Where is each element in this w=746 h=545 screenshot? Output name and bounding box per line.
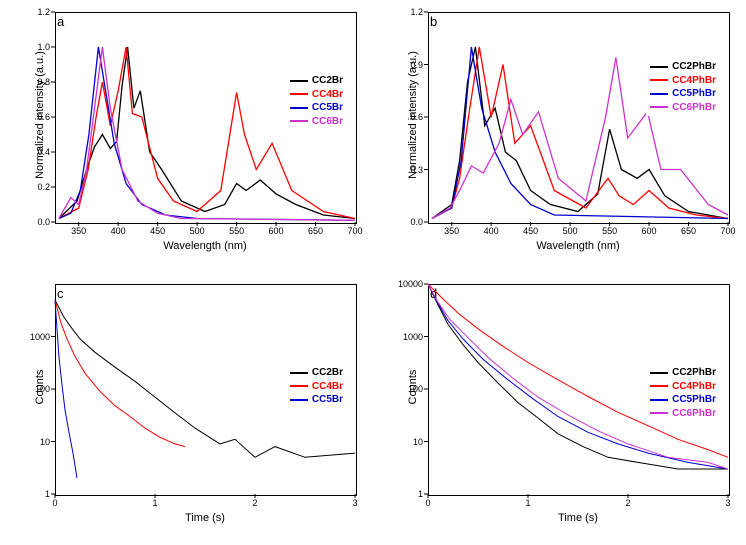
legend-c: CC2BrCC4BrCC5Br — [286, 364, 347, 409]
chart-svg-b — [428, 12, 728, 222]
legend-swatch — [290, 372, 308, 374]
ytick-label: 0.0 — [37, 217, 50, 227]
panel-a: a3504004505005506006507000.00.20.40.60.8… — [0, 0, 373, 272]
ytick-label: 1.2 — [37, 7, 50, 17]
xtick-label: 0 — [52, 498, 57, 508]
ytick-label: 1 — [418, 489, 423, 499]
legend-swatch — [290, 93, 308, 95]
legend-label: CC4Br — [312, 88, 343, 102]
xlabel-d: Time (s) — [428, 512, 728, 524]
legend-swatch — [290, 399, 308, 401]
xlabel-c: Time (s) — [55, 512, 355, 524]
panel-c: c01231101001000CountsTime (s)CC2BrCC4BrC… — [0, 272, 373, 545]
xtick-label: 600 — [642, 226, 657, 236]
ylabel-b: Normalized intensity (a.u.) — [407, 35, 419, 195]
legend-swatch — [290, 107, 308, 109]
legend-item: CC6Br — [290, 115, 343, 129]
ylabel-c: Counts — [34, 307, 46, 467]
xlabel-a: Wavelength (nm) — [55, 240, 355, 252]
legend-item: CC4Br — [290, 380, 343, 394]
xtick-label: 1 — [152, 498, 157, 508]
legend-swatch — [650, 372, 668, 374]
legend-label: CC2Br — [312, 366, 343, 380]
xtick-label: 400 — [111, 226, 126, 236]
legend-item: CC5Br — [290, 101, 343, 115]
legend-swatch — [650, 399, 668, 401]
legend-item: CC2Br — [290, 74, 343, 88]
xtick-label: 350 — [71, 226, 86, 236]
xtick-label: 450 — [150, 226, 165, 236]
xtick-label: 500 — [190, 226, 205, 236]
legend-swatch — [290, 120, 308, 122]
legend-item: CC6PhBr — [650, 407, 716, 421]
legend-swatch — [650, 106, 668, 108]
xtick-label: 350 — [444, 226, 459, 236]
panel-b: b3504004505005506006507000.00.30.60.91.2… — [373, 0, 746, 272]
legend-item: CC2PhBr — [650, 366, 716, 380]
xtick-label: 650 — [681, 226, 696, 236]
ytick-label: 1.2 — [410, 7, 423, 17]
legend-label: CC2Br — [312, 74, 343, 88]
xtick-label: 3 — [352, 498, 357, 508]
legend-item: CC2PhBr — [650, 60, 716, 74]
ytick-label: 10000 — [398, 279, 423, 289]
xtick-label: 700 — [347, 226, 362, 236]
xtick-label: 550 — [229, 226, 244, 236]
legend-d: CC2PhBrCC4PhBrCC5PhBrCC6PhBr — [646, 364, 720, 422]
xtick-label: 2 — [625, 498, 630, 508]
series-CC5Br — [55, 300, 77, 478]
legend-item: CC5PhBr — [650, 87, 716, 101]
xtick-label: 2 — [252, 498, 257, 508]
legend-item: CC2Br — [290, 366, 343, 380]
legend-b: CC2PhBrCC4PhBrCC5PhBrCC6PhBr — [646, 58, 720, 116]
legend-label: CC6PhBr — [672, 407, 716, 421]
legend-item: CC6PhBr — [650, 101, 716, 115]
legend-swatch — [650, 79, 668, 81]
legend-label: CC2PhBr — [672, 366, 716, 380]
legend-a: CC2BrCC4BrCC5BrCC6Br — [286, 72, 347, 130]
legend-label: CC6PhBr — [672, 101, 716, 115]
xtick-label: 0 — [425, 498, 430, 508]
xtick-label: 550 — [602, 226, 617, 236]
ylabel-d: Counts — [407, 307, 419, 467]
legend-swatch — [650, 412, 668, 414]
xtick-label: 1 — [525, 498, 530, 508]
legend-swatch — [290, 80, 308, 82]
xtick-label: 3 — [725, 498, 730, 508]
xtick-label: 450 — [523, 226, 538, 236]
legend-item: CC4PhBr — [650, 380, 716, 394]
legend-label: CC2PhBr — [672, 60, 716, 74]
legend-item: CC5Br — [290, 393, 343, 407]
xtick-label: 700 — [720, 226, 735, 236]
legend-label: CC4PhBr — [672, 380, 716, 394]
legend-swatch — [650, 93, 668, 95]
panel-d: d0123110100100010000CountsTime (s)CC2PhB… — [373, 272, 746, 545]
legend-label: CC5PhBr — [672, 87, 716, 101]
legend-label: CC4PhBr — [672, 74, 716, 88]
series-CC4Br — [55, 300, 185, 447]
legend-swatch — [650, 385, 668, 387]
legend-label: CC5Br — [312, 393, 343, 407]
legend-label: CC6Br — [312, 115, 343, 129]
xtick-label: 650 — [308, 226, 323, 236]
ylabel-a: Normalized intensity (a.u.) — [34, 35, 46, 195]
xtick-label: 600 — [269, 226, 284, 236]
ytick-label: 0.0 — [410, 217, 423, 227]
legend-label: CC4Br — [312, 380, 343, 394]
xlabel-b: Wavelength (nm) — [428, 240, 728, 252]
legend-item: CC4PhBr — [650, 74, 716, 88]
legend-item: CC5PhBr — [650, 393, 716, 407]
legend-item: CC4Br — [290, 88, 343, 102]
xtick-label: 400 — [484, 226, 499, 236]
legend-swatch — [290, 385, 308, 387]
xtick-label: 500 — [563, 226, 578, 236]
legend-label: CC5Br — [312, 101, 343, 115]
ytick-label: 1 — [45, 489, 50, 499]
legend-swatch — [650, 66, 668, 68]
legend-label: CC5PhBr — [672, 393, 716, 407]
